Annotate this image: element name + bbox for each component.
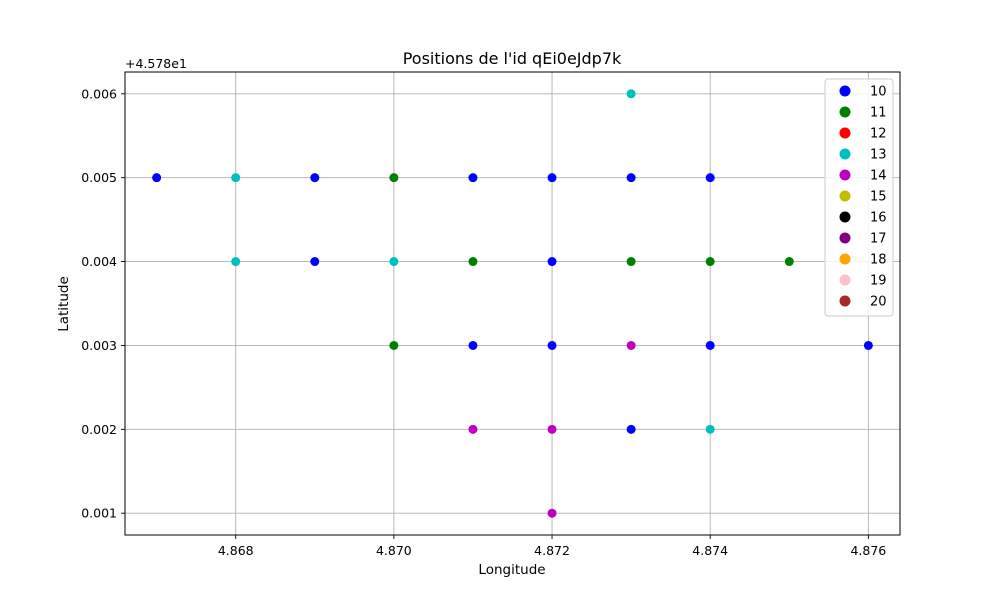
legend-entry-label: 11 (870, 106, 887, 121)
data-point-series-10 (468, 173, 478, 183)
data-point-series-10 (468, 340, 478, 350)
data-point-series-10 (626, 424, 636, 434)
y-tick-label: 0.002 (81, 422, 117, 437)
legend-marker (839, 232, 851, 244)
data-point-series-10 (310, 173, 320, 183)
y-tick-label: 0.004 (81, 254, 117, 269)
legend-marker (839, 106, 851, 118)
data-point-series-10 (547, 340, 557, 350)
data-points (152, 89, 873, 518)
y-tick-label: 0.001 (81, 506, 117, 521)
y-tick-label: 0.006 (81, 86, 117, 101)
data-point-series-14 (547, 508, 557, 518)
data-point-series-13 (231, 173, 241, 183)
chart-title: Positions de l'id qEi0eJdp7k (403, 49, 622, 68)
data-point-series-11 (626, 257, 636, 267)
data-point-series-11 (784, 257, 794, 267)
data-point-series-10 (705, 173, 715, 183)
x-axis-ticks: 4.868 4.870 4.872 4.874 4.876 (218, 535, 886, 558)
data-point-series-10 (310, 257, 320, 267)
legend-entry-label: 13 (870, 148, 887, 163)
legend-marker (839, 127, 851, 139)
data-point-series-11 (468, 257, 478, 267)
legend-marker (839, 148, 851, 160)
data-point-series-13 (389, 257, 399, 267)
legend-entry-label: 20 (870, 295, 887, 310)
x-tick-label: 4.870 (376, 543, 412, 558)
data-point-series-11 (389, 340, 399, 350)
legend-entry-label: 16 (870, 211, 887, 226)
data-point-series-10 (547, 257, 557, 267)
data-point-series-11 (389, 173, 399, 183)
legend: 10 11 12 13 14 15 16 17 18 19 20 (824, 78, 894, 317)
legend-entry-label: 17 (870, 232, 887, 247)
legend-entry-label: 19 (870, 274, 887, 289)
data-point-series-13 (626, 89, 636, 99)
x-tick-label: 4.874 (692, 543, 728, 558)
data-point-series-10 (547, 173, 557, 183)
data-point-series-10 (705, 340, 715, 350)
x-tick-label: 4.868 (218, 543, 254, 558)
x-tick-label: 4.876 (850, 543, 886, 558)
data-point-series-13 (231, 257, 241, 267)
legend-marker (839, 253, 851, 265)
data-point-series-14 (626, 340, 636, 350)
grid-lines (125, 72, 900, 535)
legend-entry-label: 12 (870, 127, 887, 142)
legend-entry-label: 18 (870, 253, 887, 268)
plot-frame (124, 71, 901, 536)
data-point-series-14 (547, 424, 557, 434)
data-point-series-13 (705, 424, 715, 434)
y-axis-ticks: 0.001 0.002 0.003 0.004 0.005 0.006 (81, 86, 125, 521)
data-point-series-10 (626, 173, 636, 183)
y-offset-text: +4.578e1 (125, 56, 187, 71)
legend-marker (839, 274, 851, 286)
x-axis-label: Longitude (478, 562, 545, 578)
y-tick-label: 0.005 (81, 170, 117, 185)
data-point-series-14 (468, 424, 478, 434)
legend-marker (839, 211, 851, 223)
data-point-series-11 (705, 257, 715, 267)
data-point-series-10 (863, 340, 873, 350)
legend-entry-label: 10 (870, 85, 887, 100)
data-point-series-10 (152, 173, 162, 183)
y-axis-label: Latitude (56, 276, 72, 332)
legend-entry-label: 14 (870, 169, 887, 184)
legend-marker (839, 190, 851, 202)
legend-marker (839, 85, 851, 97)
legend-marker (839, 169, 851, 181)
legend-entry-label: 15 (870, 190, 887, 205)
x-tick-label: 4.872 (534, 543, 570, 558)
legend-marker (839, 295, 851, 307)
y-tick-label: 0.003 (81, 338, 117, 353)
